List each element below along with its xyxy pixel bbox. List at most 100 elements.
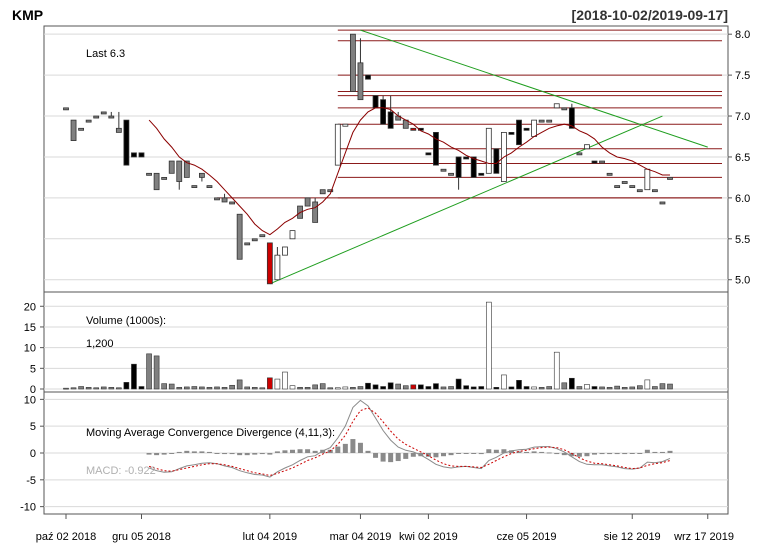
candle-body	[206, 185, 213, 189]
volume-bar	[402, 385, 409, 390]
volume-bar	[584, 384, 590, 390]
candle-body	[78, 127, 84, 131]
candle-body	[425, 152, 432, 156]
x-tick-label: lut 04 2019	[243, 531, 297, 543]
volume-bar	[440, 386, 447, 390]
candle-body	[380, 99, 387, 125]
volume-bar	[365, 382, 371, 390]
candle-body	[138, 152, 145, 158]
candle-body	[131, 152, 137, 158]
macd-title: Moving Average Convergence Divergence (4…	[86, 427, 335, 439]
macd-histogram-bar	[252, 453, 258, 455]
volume-bar	[470, 386, 477, 390]
price-y-tick-label: 7.0	[735, 111, 750, 123]
chart-ticker: KMP	[12, 7, 43, 23]
macd-histogram-bar	[290, 449, 295, 453]
volume-bar	[614, 385, 620, 390]
volume-bar	[199, 386, 205, 390]
candle-body	[342, 123, 349, 127]
candle-body	[312, 201, 319, 223]
candle-body	[485, 127, 492, 174]
volume-value: 1,200	[86, 338, 114, 350]
candle-body	[349, 33, 356, 92]
volume-bar	[425, 386, 432, 390]
candle-body	[183, 160, 190, 178]
volume-bar	[184, 386, 190, 390]
macd-histogram-bar	[614, 453, 620, 455]
macd-lines	[148, 399, 671, 478]
candle-body	[229, 201, 236, 205]
candle-body	[470, 156, 477, 178]
candle-body	[304, 197, 311, 207]
macd-histogram-bar	[599, 453, 605, 455]
macd-histogram-bar	[206, 451, 212, 453]
macd-y-tick-label: 0	[30, 448, 36, 460]
candle-body	[108, 115, 115, 119]
price-sma	[148, 107, 670, 236]
macd-histogram-bar	[637, 453, 643, 454]
volume-bar	[214, 386, 220, 390]
price-y-tick-label: 5.5	[735, 234, 750, 246]
candle-body	[115, 127, 122, 133]
macd-histogram-bar	[357, 442, 363, 453]
candle-body	[282, 246, 288, 256]
trendline	[360, 29, 708, 148]
macd-histogram-bar	[607, 453, 613, 455]
volume-bars	[63, 301, 673, 390]
candle-body	[667, 177, 673, 180]
x-tick-label: gru 05 2018	[112, 531, 171, 543]
candle-body	[516, 119, 522, 146]
candle-body	[440, 168, 447, 172]
volume-bar	[85, 387, 92, 390]
volume-bar	[357, 386, 364, 390]
volume-bar	[531, 386, 537, 390]
volume-bar	[229, 384, 235, 390]
volume-bar	[146, 353, 152, 390]
volume-bar	[342, 386, 349, 390]
candle-body	[410, 127, 417, 131]
candle-body	[553, 103, 560, 109]
volume-bar	[523, 386, 530, 390]
candle-body	[334, 123, 341, 166]
macd-histogram-bar	[282, 450, 288, 453]
macd-histogram-bar	[161, 453, 167, 455]
macd-histogram-bar	[350, 439, 356, 453]
candle-body	[531, 119, 537, 137]
candle-body	[198, 172, 205, 178]
volume-bar	[350, 387, 356, 390]
volume-bar	[282, 371, 288, 390]
candle-body	[568, 107, 575, 129]
macd-histogram-bar	[441, 453, 446, 457]
candle-body	[433, 131, 439, 166]
macd-histogram-bar	[305, 449, 311, 453]
macd-histogram-bar	[501, 449, 507, 453]
macd-histogram-bar	[508, 450, 514, 453]
macd-histogram-bar	[146, 453, 152, 455]
volume-bar	[289, 385, 296, 390]
candle-body	[576, 152, 583, 156]
volume-bar	[463, 385, 469, 390]
candle-body	[357, 62, 364, 101]
macd-y-tick-label: 5	[30, 421, 36, 433]
candle-body	[523, 127, 530, 131]
volume-bar	[455, 378, 462, 390]
volume-bar	[78, 386, 84, 390]
volume-y-tick-label: 15	[24, 322, 36, 334]
macd-histogram-bar	[425, 453, 431, 457]
macd-histogram-bar	[644, 449, 650, 453]
last-price-label: Last 6.3	[86, 48, 125, 60]
macd-histogram-bar	[539, 451, 545, 453]
volume-bar	[621, 387, 628, 390]
x-tick-label: paź 02 2018	[36, 531, 97, 543]
candle-body	[146, 172, 152, 176]
volume-bar	[652, 386, 658, 390]
macd-histogram-bar	[456, 453, 462, 454]
volume-bar	[93, 387, 99, 390]
price-y-tick-label: 6.0	[735, 193, 750, 205]
chart-date-range: [2018-10-02/2019-09-17]	[572, 7, 728, 23]
macd-histogram-bar	[478, 453, 484, 455]
volume-bar	[418, 384, 424, 390]
volume-bar	[561, 382, 568, 390]
macd-histogram-bar	[659, 451, 665, 453]
volume-y-tick-label: 10	[24, 343, 36, 355]
